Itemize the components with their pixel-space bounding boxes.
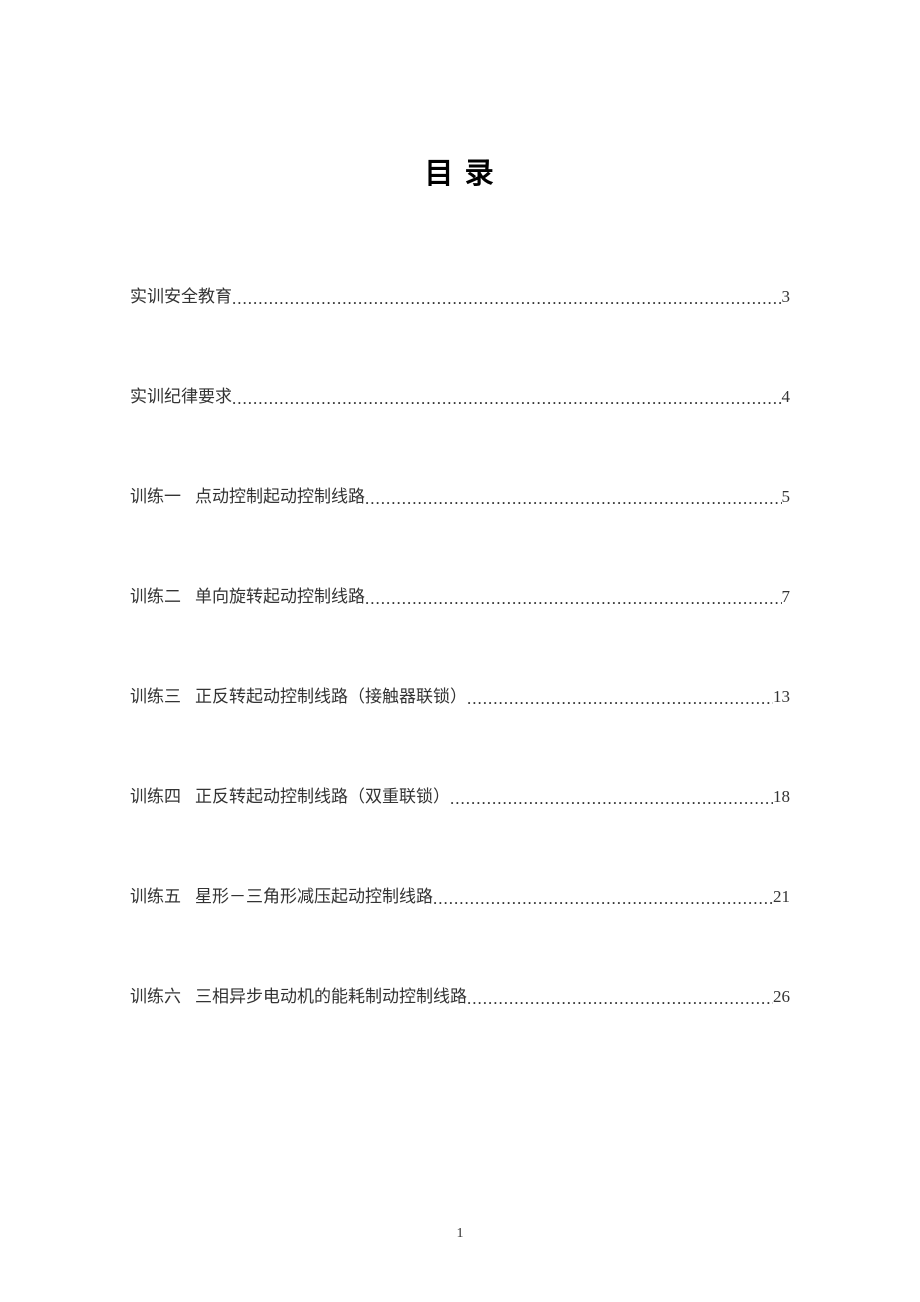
toc-entry-text: 实训安全教育 xyxy=(130,282,232,307)
toc-entry-page: 5 xyxy=(782,487,791,507)
toc-leader-dots xyxy=(365,589,782,609)
toc-leader-dots xyxy=(467,689,773,709)
toc-leader-dots xyxy=(433,889,773,909)
toc-leader-dots xyxy=(232,289,782,309)
toc-leader-dots xyxy=(467,989,773,1009)
toc-item: 训练三正反转起动控制线路（接触器联锁） 13 xyxy=(130,682,790,707)
toc-entry-text: 单向旋转起动控制线路 xyxy=(195,582,365,607)
toc-entry-page: 4 xyxy=(782,387,791,407)
toc-entry-label: 训练三 xyxy=(130,682,181,707)
toc-entry-page: 18 xyxy=(773,787,790,807)
toc-entry-label: 训练二 xyxy=(130,582,181,607)
toc-entry-page: 21 xyxy=(773,887,790,907)
toc-item: 训练五星形－三角形减压起动控制线路 21 xyxy=(130,882,790,907)
toc-leader-dots xyxy=(365,489,782,509)
toc-entry-text: 正反转起动控制线路（双重联锁） xyxy=(195,782,450,807)
toc-entry-page: 26 xyxy=(773,987,790,1007)
toc-item: 实训安全教育 3 xyxy=(130,282,790,307)
toc-entry-text: 星形－三角形减压起动控制线路 xyxy=(195,882,433,907)
toc-entry-label: 训练一 xyxy=(130,482,181,507)
toc-entry-text: 正反转起动控制线路（接触器联锁） xyxy=(195,682,467,707)
toc-item: 训练四正反转起动控制线路（双重联锁） 18 xyxy=(130,782,790,807)
toc-item: 实训纪律要求 4 xyxy=(130,382,790,407)
toc-entry-label: 训练四 xyxy=(130,782,181,807)
page-container: 目 录 实训安全教育 3 实训纪律要求 4 训练一点动控制起动控制线路 5 训练二单向旋转起… xyxy=(0,0,920,1007)
toc-leader-dots xyxy=(450,789,773,809)
toc-entry-page: 7 xyxy=(782,587,791,607)
toc-item: 训练二单向旋转起动控制线路 7 xyxy=(130,582,790,607)
page-title: 目 录 xyxy=(130,150,790,192)
toc-entry-label: 训练六 xyxy=(130,982,181,1007)
toc-item: 训练六三相异步电动机的能耗制动控制线路 26 xyxy=(130,982,790,1007)
toc-entry-text: 点动控制起动控制线路 xyxy=(195,482,365,507)
toc-entry-page: 13 xyxy=(773,687,790,707)
toc-leader-dots xyxy=(232,389,782,409)
toc-item: 训练一点动控制起动控制线路 5 xyxy=(130,482,790,507)
toc-entry-page: 3 xyxy=(782,287,791,307)
toc-entry-text: 三相异步电动机的能耗制动控制线路 xyxy=(195,982,467,1007)
toc-list: 实训安全教育 3 实训纪律要求 4 训练一点动控制起动控制线路 5 训练二单向旋转起动控制线… xyxy=(130,282,790,1007)
page-number: 1 xyxy=(0,1226,920,1242)
toc-entry-text: 实训纪律要求 xyxy=(130,382,232,407)
toc-entry-label: 训练五 xyxy=(130,882,181,907)
